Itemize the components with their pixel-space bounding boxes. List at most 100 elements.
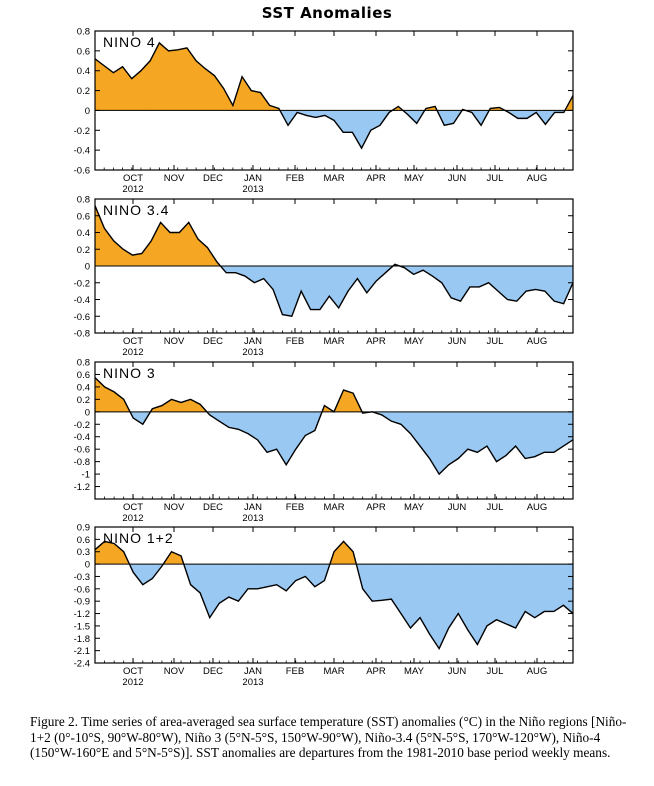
x-tick-label: FEB xyxy=(286,336,304,347)
x-tick-label: NOV xyxy=(164,173,185,184)
x-tick-label: DEC xyxy=(203,173,223,184)
y-tick-label: 0.4 xyxy=(77,228,90,239)
y-tick-label: 0 xyxy=(85,560,90,571)
x-tick-label: MAR xyxy=(323,502,344,513)
y-tick-label: 0.9 xyxy=(77,523,90,534)
y-tick-label: -2.4 xyxy=(74,659,90,670)
positive-area xyxy=(94,42,574,111)
y-tick-label: 0.4 xyxy=(77,382,90,393)
x-tick-label: MAY xyxy=(404,666,425,677)
negative-area xyxy=(95,110,573,150)
year-label: 2013 xyxy=(242,184,263,195)
x-tick-label: MAY xyxy=(404,502,425,513)
year-label: 2013 xyxy=(242,347,263,358)
x-tick-label: DEC xyxy=(203,336,223,347)
x-tick-label: DEC xyxy=(203,502,223,513)
series-line xyxy=(94,205,574,318)
x-tick-label: MAY xyxy=(404,173,425,184)
x-tick-label: MAY xyxy=(404,336,425,347)
x-tick-label: APR xyxy=(366,666,386,677)
y-tick-label: -2.1 xyxy=(74,646,90,657)
y-tick-label: 0 xyxy=(85,262,90,273)
x-tick-label: NOV xyxy=(164,666,185,677)
x-tick-label: JAN xyxy=(244,336,262,347)
x-tick-label: AUG xyxy=(527,502,548,513)
x-tick-label: JUN xyxy=(448,502,467,513)
year-label: 2012 xyxy=(122,677,143,688)
year-label: 2012 xyxy=(122,347,143,358)
y-tick-label: -1.5 xyxy=(74,621,90,632)
x-tick-label: APR xyxy=(366,502,386,513)
x-tick-label: JUL xyxy=(487,502,504,513)
year-label: 2013 xyxy=(242,677,263,688)
y-tick-label: 0.3 xyxy=(77,547,90,558)
x-tick-label: MAR xyxy=(323,173,344,184)
x-tick-label: JUL xyxy=(487,173,504,184)
y-tick-label: 0.8 xyxy=(77,27,90,38)
x-tick-label: NOV xyxy=(164,502,185,513)
y-tick-label: -0.8 xyxy=(74,329,90,340)
x-tick-label: JUL xyxy=(487,336,504,347)
series-line xyxy=(94,377,574,476)
x-tick-label: NOV xyxy=(164,336,185,347)
y-tick-label: 0.2 xyxy=(77,86,90,97)
year-label: 2012 xyxy=(122,513,143,524)
y-tick-label: -0.4 xyxy=(74,146,90,157)
region-label: NINO 1+2 xyxy=(103,530,174,546)
y-tick-label: -0.4 xyxy=(74,432,90,443)
x-tick-label: AUG xyxy=(527,336,548,347)
y-tick-label: 0.2 xyxy=(77,395,90,406)
y-tick-label: -0.6 xyxy=(74,312,90,323)
x-tick-label: MAR xyxy=(323,336,344,347)
x-tick-label: JUN xyxy=(448,336,467,347)
y-tick-label: -1.2 xyxy=(74,482,90,493)
figure-caption: Figure 2. Time series of area-averaged s… xyxy=(30,714,627,760)
x-tick-label: OCT xyxy=(123,336,143,347)
x-tick-label: FEB xyxy=(286,502,304,513)
y-tick-label: 0.6 xyxy=(77,46,90,57)
region-label: NINO 4 xyxy=(103,34,156,50)
y-tick-label: -0.2 xyxy=(74,278,90,289)
y-tick-label: -1.8 xyxy=(74,634,90,645)
series-line xyxy=(94,540,574,651)
x-tick-label: JAN xyxy=(244,173,262,184)
y-tick-label: -0.6 xyxy=(74,445,90,456)
y-tick-label: -0.2 xyxy=(74,126,90,137)
x-tick-label: APR xyxy=(366,173,386,184)
negative-area xyxy=(95,411,574,476)
region-label: NINO 3.4 xyxy=(103,202,169,218)
x-tick-label: JUN xyxy=(448,173,467,184)
series-line xyxy=(94,41,574,150)
x-tick-label: APR xyxy=(366,336,386,347)
negative-area xyxy=(95,563,574,650)
y-tick-label: 0 xyxy=(85,407,90,418)
y-tick-label: -0.6 xyxy=(74,584,90,595)
x-tick-label: JAN xyxy=(244,502,262,513)
y-tick-label: 0.6 xyxy=(77,535,90,546)
y-tick-label: -0.3 xyxy=(74,572,90,583)
x-tick-label: OCT xyxy=(123,666,143,677)
y-tick-label: -0.6 xyxy=(74,166,90,177)
y-tick-label: -1.2 xyxy=(74,609,90,620)
x-tick-label: FEB xyxy=(286,666,304,677)
y-tick-label: -0.4 xyxy=(74,295,90,306)
positive-area xyxy=(94,376,573,413)
x-tick-label: OCT xyxy=(123,502,143,513)
y-tick-label: 0.4 xyxy=(77,66,90,77)
region-label: NINO 3 xyxy=(103,365,156,381)
y-tick-label: 0 xyxy=(85,106,90,117)
y-tick-label: 0.8 xyxy=(77,195,90,206)
y-tick-label: 0.6 xyxy=(77,211,90,222)
y-tick-label: -0.8 xyxy=(74,457,90,468)
x-tick-label: JUN xyxy=(448,666,467,677)
y-tick-label: -0.2 xyxy=(74,420,90,431)
x-tick-label: JUL xyxy=(487,666,504,677)
x-tick-label: OCT xyxy=(123,173,143,184)
y-tick-label: -1 xyxy=(82,470,90,481)
y-tick-label: 0.8 xyxy=(77,358,90,369)
x-tick-label: FEB xyxy=(286,173,304,184)
x-tick-label: DEC xyxy=(203,666,223,677)
chart-title: SST Anomalies xyxy=(261,4,393,22)
x-tick-label: JAN xyxy=(244,666,262,677)
